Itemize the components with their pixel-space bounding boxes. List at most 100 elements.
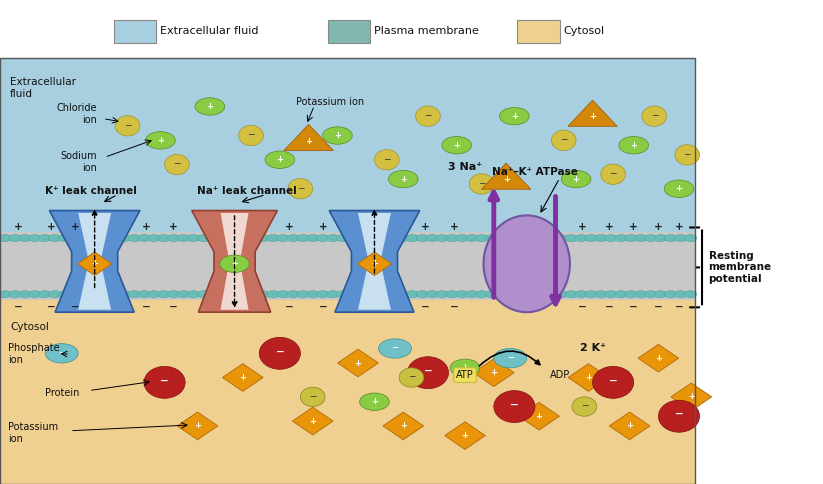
Circle shape bbox=[220, 255, 249, 272]
Circle shape bbox=[178, 290, 190, 298]
Circle shape bbox=[58, 290, 71, 298]
Text: +: + bbox=[305, 136, 312, 146]
Polygon shape bbox=[49, 211, 140, 312]
Text: +: + bbox=[503, 175, 509, 184]
Ellipse shape bbox=[416, 106, 440, 126]
Text: Na⁺ leak channel: Na⁺ leak channel bbox=[197, 186, 297, 196]
Ellipse shape bbox=[551, 130, 576, 151]
Text: +: + bbox=[355, 359, 361, 367]
Ellipse shape bbox=[601, 164, 625, 184]
Polygon shape bbox=[444, 422, 486, 450]
Text: +: + bbox=[626, 422, 633, 430]
Text: +: + bbox=[605, 222, 613, 232]
Circle shape bbox=[644, 234, 657, 242]
Circle shape bbox=[356, 290, 369, 298]
Circle shape bbox=[556, 290, 568, 298]
Text: +: + bbox=[676, 184, 682, 193]
Text: −: − bbox=[309, 391, 317, 400]
Circle shape bbox=[19, 234, 31, 242]
Ellipse shape bbox=[494, 391, 535, 423]
Circle shape bbox=[128, 234, 140, 242]
Text: −: − bbox=[407, 372, 416, 380]
Text: +: + bbox=[371, 259, 378, 268]
Text: Plasma membrane: Plasma membrane bbox=[374, 27, 479, 36]
Polygon shape bbox=[638, 344, 679, 372]
Text: K⁺ leak channel: K⁺ leak channel bbox=[44, 186, 137, 196]
Circle shape bbox=[605, 234, 617, 242]
Polygon shape bbox=[284, 124, 333, 151]
Text: −: − bbox=[296, 183, 305, 192]
Circle shape bbox=[625, 234, 637, 242]
Text: −: − bbox=[72, 302, 80, 312]
Text: +: + bbox=[47, 222, 55, 232]
Circle shape bbox=[619, 136, 649, 154]
Circle shape bbox=[68, 290, 81, 298]
Circle shape bbox=[500, 107, 529, 125]
Circle shape bbox=[575, 290, 588, 298]
Text: Protein: Protein bbox=[45, 388, 80, 398]
Circle shape bbox=[406, 234, 418, 242]
Text: +: + bbox=[194, 422, 201, 430]
Text: −: − bbox=[609, 376, 617, 385]
Circle shape bbox=[360, 393, 389, 410]
Text: −: − bbox=[173, 159, 181, 167]
Circle shape bbox=[535, 290, 547, 298]
Ellipse shape bbox=[675, 145, 700, 165]
Circle shape bbox=[476, 290, 488, 298]
Text: −: − bbox=[160, 376, 169, 385]
Text: +: + bbox=[453, 141, 460, 150]
Circle shape bbox=[9, 290, 21, 298]
Circle shape bbox=[323, 127, 352, 144]
Circle shape bbox=[684, 290, 696, 298]
Circle shape bbox=[217, 290, 230, 298]
Text: +: + bbox=[286, 222, 294, 232]
Circle shape bbox=[337, 290, 349, 298]
Polygon shape bbox=[568, 100, 617, 126]
Circle shape bbox=[346, 234, 359, 242]
Polygon shape bbox=[77, 252, 112, 275]
Circle shape bbox=[168, 234, 180, 242]
Text: +: + bbox=[675, 222, 683, 232]
Circle shape bbox=[45, 344, 78, 363]
Polygon shape bbox=[221, 213, 249, 310]
Text: +: + bbox=[231, 259, 238, 268]
Polygon shape bbox=[671, 383, 712, 411]
Circle shape bbox=[466, 290, 478, 298]
Ellipse shape bbox=[399, 368, 424, 387]
Circle shape bbox=[39, 234, 51, 242]
Text: −: − bbox=[424, 110, 432, 119]
Circle shape bbox=[217, 234, 230, 242]
Circle shape bbox=[456, 290, 468, 298]
Text: ATP: ATP bbox=[456, 370, 474, 380]
Circle shape bbox=[386, 234, 398, 242]
Circle shape bbox=[561, 170, 591, 188]
Text: +: + bbox=[319, 222, 328, 232]
Text: +: + bbox=[462, 363, 468, 372]
Circle shape bbox=[386, 290, 398, 298]
Circle shape bbox=[49, 234, 61, 242]
Circle shape bbox=[356, 234, 369, 242]
Text: −: − bbox=[675, 409, 683, 419]
Circle shape bbox=[327, 234, 339, 242]
Circle shape bbox=[195, 98, 225, 115]
Circle shape bbox=[376, 234, 388, 242]
Bar bbox=[0, 58, 695, 484]
Circle shape bbox=[88, 234, 100, 242]
Circle shape bbox=[267, 290, 279, 298]
Circle shape bbox=[287, 234, 300, 242]
Circle shape bbox=[486, 290, 498, 298]
Ellipse shape bbox=[469, 174, 494, 194]
Circle shape bbox=[625, 290, 637, 298]
Circle shape bbox=[108, 234, 120, 242]
Circle shape bbox=[396, 234, 408, 242]
Circle shape bbox=[450, 359, 480, 377]
Text: +: + bbox=[579, 222, 587, 232]
Circle shape bbox=[138, 234, 151, 242]
Circle shape bbox=[227, 234, 239, 242]
Circle shape bbox=[317, 234, 329, 242]
Circle shape bbox=[277, 290, 290, 298]
Circle shape bbox=[605, 290, 617, 298]
Circle shape bbox=[158, 234, 170, 242]
Text: Chloride
ion: Chloride ion bbox=[57, 103, 97, 124]
Circle shape bbox=[525, 234, 537, 242]
